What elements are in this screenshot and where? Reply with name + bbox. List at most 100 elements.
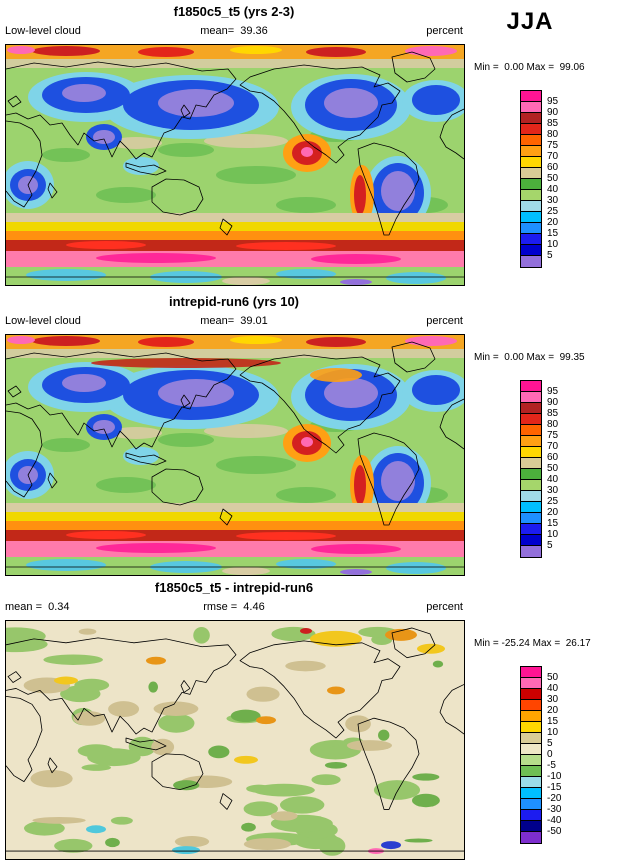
colorbar-cell (521, 157, 541, 168)
diff-blob (311, 774, 341, 786)
diff-blob (411, 793, 440, 808)
units-label: percent (426, 601, 463, 613)
colorbar-cell (521, 667, 541, 678)
colorbar-cell (521, 535, 541, 546)
colorbar-tick-label: 5 (547, 250, 553, 261)
colorbar-cell (521, 480, 541, 491)
diff-blob (105, 837, 120, 848)
colorbar-tick-label: 70 (547, 441, 559, 452)
colorbar-tick-label: 10 (547, 727, 559, 738)
mean-label: mean= 39.01 (200, 315, 268, 327)
colorbar-cell (521, 436, 541, 447)
colorbar-cell (521, 733, 541, 744)
diff-blob (110, 816, 133, 825)
minmax-label: Min = 0.00 Max = 99.06 (474, 62, 585, 73)
colorbar-tick-label: 25 (547, 496, 559, 507)
colorbar-tick-label: 60 (547, 162, 559, 173)
colorbar-cell (521, 458, 541, 469)
diff-blob (243, 838, 291, 851)
colorbar-cell (521, 403, 541, 414)
diff-blob (243, 801, 278, 817)
colorbar-tick-label: 95 (547, 386, 559, 397)
colorbar-case2: 95 90 85 80 75 70 60 50 40 30 25 20 15 10 5 (520, 380, 580, 560)
colorbar-cell (521, 744, 541, 755)
colorbar-cell (521, 256, 541, 267)
diff-blob (230, 709, 261, 723)
minmax-label: Min = 0.00 Max = 99.35 (474, 352, 585, 363)
colorbar-cell (521, 146, 541, 157)
diff-blob (327, 686, 345, 695)
colorbar-tick-label: -5 (547, 760, 556, 771)
diff-blob (381, 841, 401, 850)
season-label: JJA (506, 8, 554, 35)
rmse-label: rmse = 4.46 (203, 601, 265, 613)
diff-blob (173, 780, 200, 791)
diff-blob (30, 769, 73, 788)
colorbar-cell (521, 201, 541, 212)
colorbar-cell (521, 245, 541, 256)
colorbar-tick-label: 90 (547, 107, 559, 118)
colorbar-case1: 95 90 85 80 75 70 60 50 40 30 25 20 15 10 5 (520, 90, 580, 270)
diff-blob (54, 676, 78, 685)
colorbar-tick-label: 50 (547, 672, 559, 683)
colorbar-cell (521, 722, 541, 733)
units-label: percent (426, 315, 463, 327)
colorbar-tick-label: 40 (547, 683, 559, 694)
colorbar-tick-label: 15 (547, 518, 559, 529)
colorbar-tick-label: 5 (547, 540, 553, 551)
panel-title: f1850c5_t5 - intrepid-run6 (154, 580, 314, 595)
colorbar-tick-label: 60 (547, 452, 559, 463)
colorbar-cell (521, 469, 541, 480)
colorbar-cell (521, 711, 541, 722)
panel-title: f1850c5_t5 (yrs 2-3) (173, 4, 295, 19)
diff-blob (208, 745, 230, 759)
diff-blob (378, 729, 390, 741)
diff-blob (253, 783, 315, 797)
colorbar-tick-label: 90 (547, 397, 559, 408)
diff-blob (32, 817, 86, 824)
diff-blob (158, 713, 195, 733)
diff-blob (23, 820, 65, 836)
colorbar-tick-label: 40 (547, 474, 559, 485)
colorbar-cell (521, 113, 541, 124)
diff-blob (74, 678, 110, 692)
diff-blob (246, 686, 280, 702)
diff-blob (78, 628, 97, 635)
panel-title: intrepid-run6 (yrs 10) (168, 294, 300, 309)
diff-blob (241, 822, 256, 832)
colorbar-cell (521, 212, 541, 223)
diff-blob (318, 836, 346, 856)
diff-blob (54, 838, 93, 853)
colorbar-cell (521, 799, 541, 810)
diff-blob (128, 736, 157, 757)
diff-blob (300, 627, 312, 634)
stats-row: Low-level cloud mean= 39.01 percent (5, 315, 463, 329)
colorbar-tick-label: 20 (547, 705, 559, 716)
colorbar-tick-label: 50 (547, 173, 559, 184)
colorbar-tick-label: 10 (547, 239, 559, 250)
colorbar-cell (521, 91, 541, 102)
colorbar-tick-label: 85 (547, 118, 559, 129)
colorbar-cell (521, 414, 541, 425)
colorbar-cell (521, 777, 541, 788)
diff-blob (193, 626, 210, 644)
colorbar-tick-label: 5 (547, 738, 553, 749)
diff-blob (6, 627, 46, 645)
colorbar-cell (521, 124, 541, 135)
colorbar-tick-label: 30 (547, 694, 559, 705)
minmax-label: Min = -25.24 Max = 26.17 (474, 638, 591, 649)
colorbar-tick-label: -20 (547, 793, 562, 804)
global-map-case2 (5, 334, 465, 576)
colorbar-cell (521, 135, 541, 146)
diff-blob (279, 796, 325, 814)
diff-blob (404, 838, 433, 843)
diff-blob (373, 780, 421, 800)
diff-blob (285, 660, 326, 672)
colorbar-tick-label: 30 (547, 195, 559, 206)
colorbar-tick-label: 0 (547, 749, 553, 760)
diff-blob (43, 654, 103, 665)
colorbar-swatches (520, 666, 542, 844)
diff-blob (412, 773, 440, 781)
mean-label: mean = 0.34 (5, 601, 70, 613)
diff-blob (324, 761, 348, 769)
